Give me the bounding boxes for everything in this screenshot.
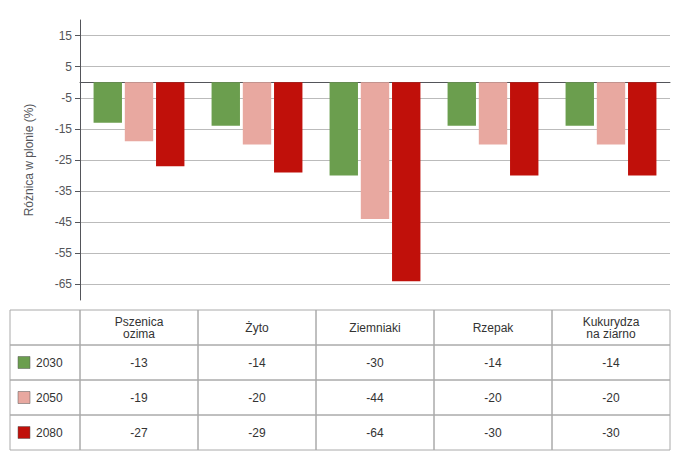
svg-text:-45: -45 bbox=[55, 215, 73, 229]
svg-text:na ziarno: na ziarno bbox=[586, 327, 636, 341]
svg-text:Pszenica: Pszenica bbox=[114, 314, 164, 329]
svg-text:5: 5 bbox=[65, 60, 72, 74]
svg-text:-64: -64 bbox=[366, 426, 384, 440]
svg-text:2030: 2030 bbox=[36, 356, 63, 370]
svg-text:-30: -30 bbox=[484, 426, 502, 440]
svg-text:-20: -20 bbox=[484, 391, 502, 405]
svg-text:-25: -25 bbox=[55, 153, 73, 167]
svg-text:Ziemniaki: Ziemniaki bbox=[349, 321, 400, 335]
svg-text:-20: -20 bbox=[602, 391, 620, 405]
svg-text:Żyto: Żyto bbox=[245, 321, 269, 335]
svg-text:-14: -14 bbox=[484, 356, 502, 370]
svg-text:-30: -30 bbox=[602, 426, 620, 440]
svg-text:-14: -14 bbox=[248, 356, 266, 370]
svg-text:-13: -13 bbox=[130, 356, 148, 370]
svg-text:-15: -15 bbox=[55, 122, 73, 136]
svg-text:-44: -44 bbox=[366, 391, 384, 405]
svg-text:-30: -30 bbox=[366, 356, 384, 370]
svg-text:2080: 2080 bbox=[36, 426, 63, 440]
svg-text:-14: -14 bbox=[602, 356, 620, 370]
svg-text:Rzepak: Rzepak bbox=[473, 321, 515, 335]
svg-text:-27: -27 bbox=[130, 426, 148, 440]
svg-text:2050: 2050 bbox=[36, 391, 63, 405]
svg-text:-35: -35 bbox=[55, 184, 73, 198]
svg-text:ozima: ozima bbox=[123, 327, 155, 341]
svg-text:-55: -55 bbox=[55, 246, 73, 260]
svg-text:Różnica w plonie (%): Różnica w plonie (%) bbox=[22, 104, 36, 217]
svg-text:15: 15 bbox=[59, 29, 73, 43]
svg-text:-20: -20 bbox=[248, 391, 266, 405]
svg-text:Kukurydza: Kukurydza bbox=[582, 314, 640, 329]
svg-text:-29: -29 bbox=[248, 426, 266, 440]
svg-text:-5: -5 bbox=[61, 91, 72, 105]
svg-text:-19: -19 bbox=[130, 391, 148, 405]
svg-text:-65: -65 bbox=[55, 277, 73, 291]
